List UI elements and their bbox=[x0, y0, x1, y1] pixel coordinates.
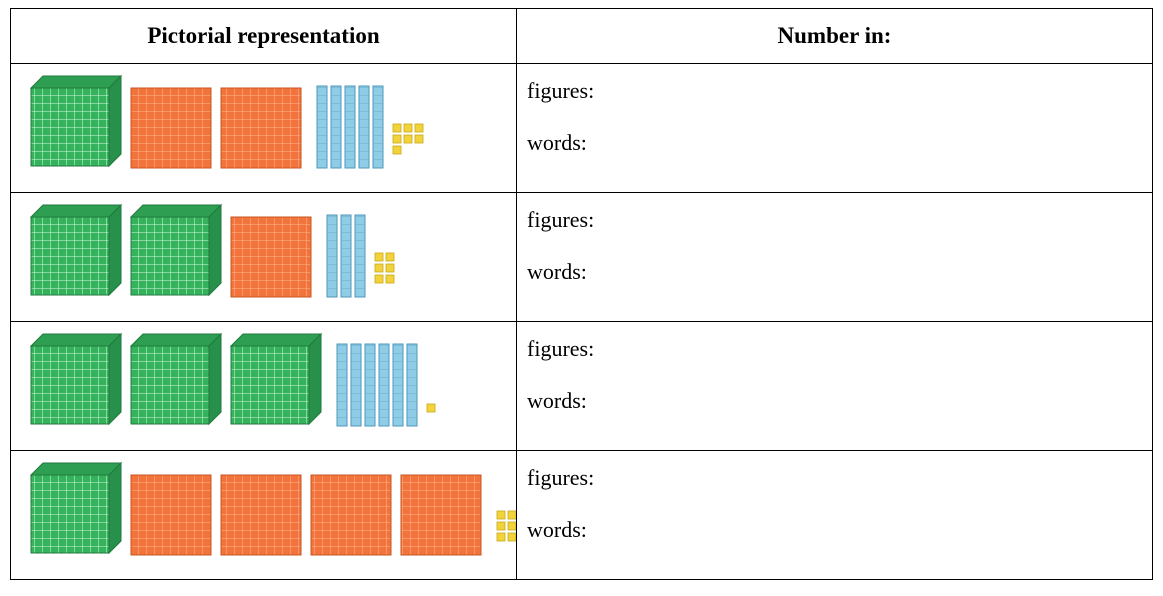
figures-label: figures: bbox=[527, 465, 595, 490]
unit bbox=[496, 521, 506, 531]
unit bbox=[496, 510, 506, 520]
rod bbox=[406, 343, 418, 427]
unit bbox=[507, 510, 516, 520]
blocks bbox=[29, 203, 395, 298]
number-cell: figures: words: bbox=[516, 63, 1153, 193]
row: figures: words: bbox=[10, 192, 1153, 322]
unit bbox=[403, 123, 413, 133]
cube-top bbox=[29, 462, 123, 476]
number-cell: figures: words: bbox=[516, 321, 1153, 451]
rod bbox=[336, 343, 348, 427]
cube-front bbox=[230, 345, 310, 425]
picture-cell bbox=[10, 192, 517, 322]
unit bbox=[496, 532, 506, 542]
cube-side bbox=[108, 203, 122, 297]
header-cell: Number in: bbox=[516, 8, 1153, 64]
cube-top bbox=[29, 333, 123, 347]
unit bbox=[507, 532, 516, 542]
cube-front bbox=[130, 345, 210, 425]
figures-label: figures: bbox=[527, 78, 595, 103]
cube-front bbox=[130, 216, 210, 296]
rod bbox=[330, 85, 342, 169]
unit bbox=[374, 263, 384, 273]
words-label: words: bbox=[527, 130, 587, 155]
blocks bbox=[29, 332, 436, 427]
table: Pictorial representation Number in: figu… bbox=[10, 8, 1153, 580]
words-label: words: bbox=[527, 517, 587, 542]
unit bbox=[392, 145, 402, 155]
unit bbox=[403, 134, 413, 144]
cube-side bbox=[208, 203, 222, 297]
rod bbox=[350, 343, 362, 427]
cube-top bbox=[29, 75, 123, 89]
unit bbox=[374, 252, 384, 262]
unit bbox=[385, 252, 395, 262]
cube-top bbox=[229, 333, 323, 347]
words-label: words: bbox=[527, 388, 587, 413]
cube-side bbox=[108, 332, 122, 426]
picture-cell bbox=[10, 321, 517, 451]
rod bbox=[344, 85, 356, 169]
cube-side bbox=[108, 74, 122, 168]
cube-top bbox=[129, 204, 223, 218]
words-label: words: bbox=[527, 259, 587, 284]
unit bbox=[426, 403, 436, 413]
header-cell: Pictorial representation bbox=[10, 8, 517, 64]
cube-front bbox=[30, 345, 110, 425]
cube-side bbox=[208, 332, 222, 426]
unit bbox=[374, 274, 384, 284]
number-cell: figures: words: bbox=[516, 192, 1153, 322]
cube-front bbox=[30, 216, 110, 296]
cube-side bbox=[308, 332, 322, 426]
blocks bbox=[29, 74, 424, 169]
flat bbox=[220, 87, 302, 169]
cube-top bbox=[29, 204, 123, 218]
flat bbox=[310, 474, 392, 556]
cube-top bbox=[129, 333, 223, 347]
cube-side bbox=[108, 461, 122, 555]
rod bbox=[354, 214, 366, 298]
unit bbox=[385, 263, 395, 273]
rod bbox=[340, 214, 352, 298]
rod bbox=[372, 85, 384, 169]
unit bbox=[392, 123, 402, 133]
rod bbox=[364, 343, 376, 427]
rod bbox=[316, 85, 328, 169]
cube-front bbox=[30, 87, 110, 167]
figures-label: figures: bbox=[527, 336, 595, 361]
figures-label: figures: bbox=[527, 207, 595, 232]
row: figures: words: bbox=[10, 321, 1153, 451]
unit bbox=[385, 274, 395, 284]
number-cell: figures: words: bbox=[516, 450, 1153, 580]
unit bbox=[414, 134, 424, 144]
row: figures: words: bbox=[10, 450, 1153, 580]
flat bbox=[220, 474, 302, 556]
cube-front bbox=[30, 474, 110, 554]
unit bbox=[507, 521, 516, 531]
rod bbox=[326, 214, 338, 298]
flat bbox=[130, 474, 212, 556]
flat bbox=[130, 87, 212, 169]
blocks bbox=[29, 461, 516, 556]
flat bbox=[400, 474, 482, 556]
rod bbox=[358, 85, 370, 169]
flat bbox=[230, 216, 312, 298]
picture-cell bbox=[10, 450, 517, 580]
unit bbox=[414, 123, 424, 133]
picture-cell bbox=[10, 63, 517, 193]
header-row: Pictorial representation Number in: bbox=[10, 8, 1153, 64]
row: figures: words: bbox=[10, 63, 1153, 193]
rod bbox=[378, 343, 390, 427]
rod bbox=[392, 343, 404, 427]
unit bbox=[392, 134, 402, 144]
